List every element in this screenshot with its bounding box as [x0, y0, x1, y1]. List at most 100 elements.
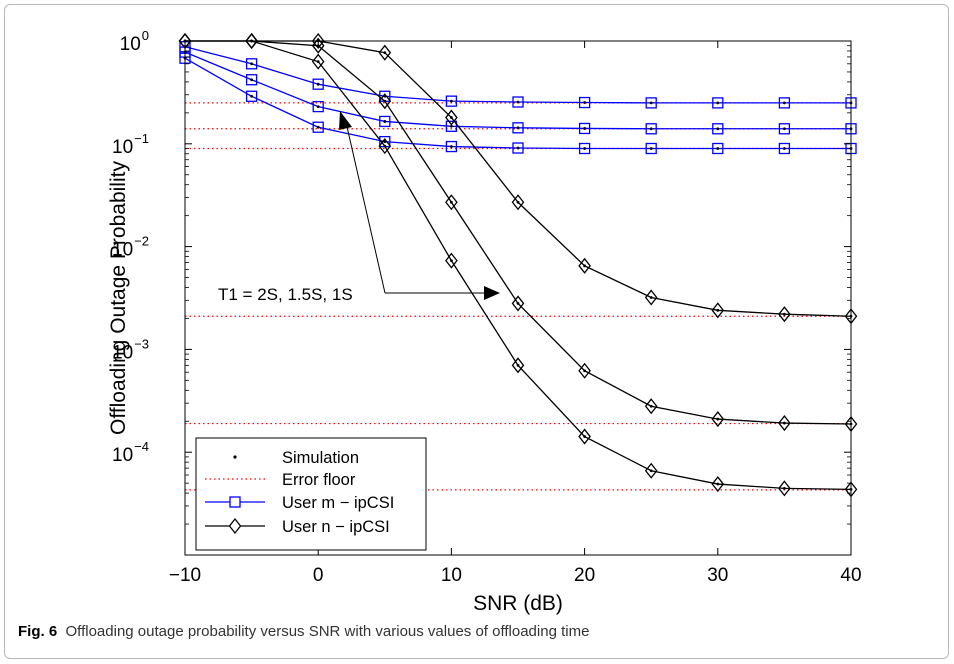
- data-point-square: [245, 90, 258, 102]
- data-point-diamond: [378, 44, 392, 61]
- simulation-dot: [649, 147, 653, 150]
- series-layer: [178, 32, 858, 498]
- simulation-dot: [250, 78, 254, 82]
- data-point-diamond: [778, 480, 791, 497]
- x-tick-label: 10: [441, 565, 462, 586]
- arrow-head: [339, 111, 352, 130]
- data-point-diamond: [578, 362, 591, 379]
- simulation-dot: [649, 404, 653, 408]
- simulation-dot: [716, 147, 720, 150]
- simulation-dot: [450, 116, 453, 119]
- data-point-diamond: [711, 411, 725, 428]
- data-point-square: [645, 123, 657, 135]
- data-point-diamond: [378, 138, 392, 155]
- legend-user-m-marker: [229, 496, 241, 508]
- data-point-diamond: [644, 398, 658, 415]
- data-point-diamond: [778, 415, 791, 432]
- simulation-dot: [383, 144, 387, 148]
- legend-user-n-marker: [228, 517, 242, 535]
- simulation-dot: [649, 127, 653, 131]
- series-user-n: [178, 32, 858, 498]
- series-line: [185, 40, 852, 491]
- legend: Simulation Error floor User m − ipCSI Us…: [195, 437, 427, 551]
- legend-simulation-marker: [233, 455, 237, 459]
- data-point-square: [445, 120, 458, 132]
- plot-area: [184, 40, 852, 556]
- legend-entry-simulation: Simulation: [282, 449, 359, 467]
- data-point-diamond: [578, 428, 591, 445]
- simulation-dot: [516, 146, 520, 150]
- data-point-square: [312, 121, 324, 133]
- data-point-square: [379, 115, 391, 128]
- figure-caption: Fig. 6 Offloading outage probability ver…: [18, 623, 589, 640]
- simulation-dot: [383, 120, 387, 123]
- series-line: [184, 46, 851, 104]
- simulation-dot: [316, 125, 320, 129]
- data-point-diamond: [245, 32, 258, 50]
- simulation-dot: [250, 94, 254, 98]
- caption-label: Fig. 6: [18, 623, 58, 640]
- simulation-dot: [649, 296, 653, 299]
- simulation-dot: [783, 486, 786, 490]
- simulation-dot: [450, 99, 453, 103]
- simulation-dot: [716, 417, 720, 421]
- data-point-square: [512, 96, 524, 108]
- simulation-dot: [783, 421, 786, 425]
- simulation-dot: [316, 105, 320, 109]
- simulation-dot: [516, 200, 520, 204]
- data-point-square: [778, 123, 791, 135]
- x-tick-label: 40: [840, 565, 861, 586]
- data-point-square: [578, 96, 591, 109]
- arrow-head: [484, 286, 500, 300]
- series-user-n: [178, 32, 858, 325]
- data-point-square: [645, 142, 657, 155]
- data-point-square: [712, 97, 724, 109]
- data-point-square: [578, 142, 591, 155]
- data-point-diamond: [445, 109, 458, 126]
- series-user-m: [179, 46, 857, 135]
- data-point-square: [712, 123, 724, 135]
- y-axis-label: Offloading Outage Probability: [107, 161, 130, 435]
- y-tick-label: 100: [120, 28, 149, 55]
- simulation-dot: [783, 127, 786, 131]
- simulation-dot: [450, 200, 453, 204]
- simulation-dot: [450, 259, 453, 263]
- simulation-dot: [583, 147, 586, 150]
- y-tick-label: 10−1: [112, 131, 149, 158]
- data-point-diamond: [511, 194, 525, 211]
- x-tick-label: 20: [574, 565, 595, 586]
- simulation-dot: [250, 62, 254, 66]
- y-tick-label: 10−4: [112, 439, 149, 466]
- simulation-dot: [783, 101, 786, 105]
- simulation-dot: [450, 145, 453, 148]
- simulation-dot: [783, 312, 786, 316]
- data-point-square: [445, 95, 458, 107]
- data-point-square: [245, 58, 258, 70]
- x-tick-label: 0: [313, 565, 324, 586]
- simulation-dot: [516, 363, 520, 367]
- simulation-dot: [450, 124, 453, 128]
- data-point-diamond: [644, 289, 658, 306]
- data-point-diamond: [711, 475, 725, 493]
- simulation-dot: [583, 435, 586, 438]
- simulation-dot: [583, 264, 586, 268]
- series-line: [184, 51, 851, 130]
- data-point-square: [778, 97, 791, 109]
- data-point-diamond: [378, 93, 392, 110]
- data-point-square: [512, 122, 524, 134]
- data-point-square: [445, 140, 458, 153]
- data-point-diamond: [511, 357, 525, 374]
- data-point-diamond: [445, 252, 458, 269]
- simulation-dot: [516, 100, 520, 104]
- data-point-square: [778, 142, 791, 155]
- data-point-square: [645, 97, 657, 109]
- annotation: T1 = 2S, 1.5S, 1S: [218, 111, 500, 304]
- series-line: [185, 40, 852, 317]
- simulation-dot: [583, 101, 586, 104]
- data-point-diamond: [311, 37, 325, 54]
- data-point-square: [512, 142, 524, 154]
- simulation-dot: [583, 369, 586, 373]
- annotation-text: T1 = 2S, 1.5S, 1S: [218, 285, 353, 304]
- simulation-dot: [316, 82, 320, 86]
